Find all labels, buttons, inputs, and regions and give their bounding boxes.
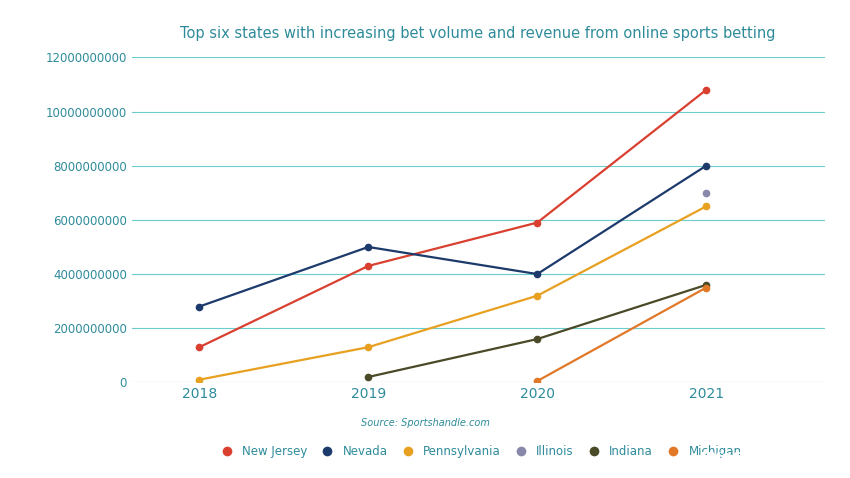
Text: NY●STRABET: NY●STRABET [700,451,805,465]
Text: Source: Sportshandle.com: Source: Sportshandle.com [360,418,490,428]
Legend: New Jersey, Nevada, Pennsylvania, Illinois, Indiana, Michigan: New Jersey, Nevada, Pennsylvania, Illino… [210,440,746,463]
Title: Top six states with increasing bet volume and revenue from online sports betting: Top six states with increasing bet volum… [180,26,776,41]
